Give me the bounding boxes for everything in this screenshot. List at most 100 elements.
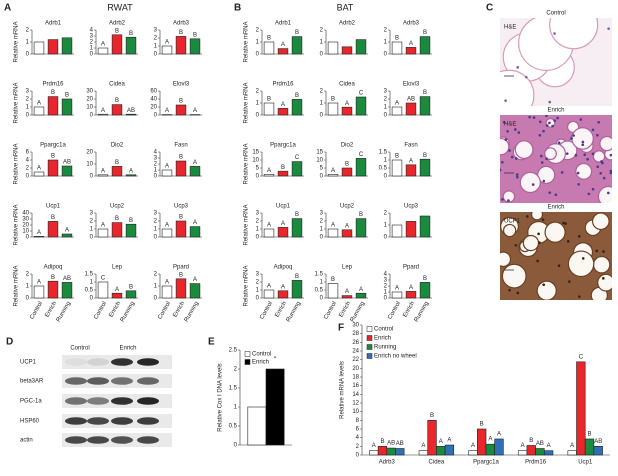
bar bbox=[391, 41, 403, 55]
band-label: beta3AR bbox=[20, 379, 44, 385]
y-tick-label: 0 bbox=[154, 52, 158, 58]
y-tick-label: 1 bbox=[320, 227, 324, 233]
significance-letter: A bbox=[193, 108, 197, 114]
nucleus bbox=[602, 176, 606, 180]
x-tick-label: Cidea bbox=[429, 460, 445, 466]
y-tick-label: 2 bbox=[26, 28, 30, 34]
y-axis-label: Relative mRNA bbox=[244, 143, 250, 184]
significance-letter: B bbox=[295, 274, 299, 280]
bar bbox=[265, 368, 285, 446]
nucleus bbox=[557, 264, 561, 267]
bar bbox=[341, 46, 353, 55]
y-tick-label: 1 bbox=[154, 44, 158, 50]
y-tick-label: 2 bbox=[26, 166, 30, 172]
band bbox=[65, 436, 87, 444]
significance-letter: B bbox=[423, 276, 427, 282]
y-tick-label: 0 bbox=[256, 52, 260, 58]
y-tick-label: 1 bbox=[256, 40, 260, 46]
bar bbox=[47, 221, 59, 238]
significance-letter: B bbox=[430, 413, 434, 419]
band bbox=[87, 377, 109, 385]
band bbox=[87, 358, 109, 366]
nucleus bbox=[501, 160, 504, 164]
y-axis-label: Relative mRNA levels bbox=[340, 361, 346, 419]
band bbox=[87, 436, 109, 444]
nucleus bbox=[602, 277, 605, 280]
bar bbox=[355, 158, 367, 177]
y-tick-label: 2 bbox=[90, 219, 94, 225]
significance-letter: A bbox=[409, 158, 413, 164]
significance-letter: C bbox=[359, 91, 364, 97]
nucleus bbox=[565, 152, 569, 155]
significance-letter: A bbox=[409, 285, 413, 291]
image-title: Control bbox=[546, 11, 565, 17]
significance-letter: C bbox=[359, 152, 364, 158]
bar bbox=[97, 281, 109, 299]
x-tick-label: Enrich bbox=[402, 301, 416, 319]
nucleus bbox=[536, 259, 539, 263]
nucleus bbox=[545, 124, 549, 127]
nucleus bbox=[542, 179, 546, 183]
nucleus bbox=[607, 191, 610, 195]
significance-letter: B bbox=[395, 154, 399, 160]
legend-swatch bbox=[366, 326, 373, 332]
adipocyte bbox=[500, 251, 512, 268]
x-tick-label: Enrich bbox=[172, 301, 186, 319]
nucleus bbox=[591, 152, 595, 156]
adipocyte bbox=[501, 263, 527, 289]
y-tick-label: 2 bbox=[384, 28, 388, 34]
adipocyte bbox=[567, 250, 595, 278]
x-tick-label: Running bbox=[286, 301, 302, 323]
significance-letter: B bbox=[359, 212, 363, 218]
nucleus bbox=[591, 128, 595, 132]
y-tick-label: 4 bbox=[384, 272, 388, 278]
nucleus bbox=[601, 161, 604, 165]
significance-letter: AB bbox=[63, 276, 71, 282]
significance-letter: A bbox=[345, 101, 349, 107]
nucleus bbox=[602, 250, 605, 253]
nucleus bbox=[591, 187, 595, 191]
bar bbox=[535, 448, 545, 456]
band bbox=[65, 377, 87, 385]
significance-letter: A bbox=[521, 443, 525, 449]
nucleus bbox=[570, 137, 573, 140]
band-label: PGC-1a bbox=[20, 399, 42, 405]
significance-letter: C bbox=[579, 354, 584, 360]
significance-letter: B bbox=[51, 90, 55, 96]
significance-letter: B bbox=[281, 165, 285, 171]
significance-letter: AB bbox=[536, 441, 544, 447]
significance-letter: B bbox=[423, 90, 427, 96]
nucleus bbox=[508, 288, 511, 292]
significance-letter: B bbox=[115, 216, 119, 222]
significance-letter: A bbox=[471, 443, 475, 449]
nucleus bbox=[587, 192, 591, 196]
y-tick-label: 0.5 bbox=[229, 424, 238, 430]
y-tick-label: 10 bbox=[22, 229, 29, 235]
significance-letter: B bbox=[267, 36, 271, 42]
bar bbox=[341, 106, 353, 116]
significance-letter: A bbox=[267, 223, 271, 229]
bar bbox=[494, 438, 504, 456]
chart-title: Ucp2 bbox=[340, 204, 355, 210]
bar bbox=[277, 290, 289, 299]
significance-letter: C bbox=[101, 276, 106, 282]
y-tick-label: 60 bbox=[150, 89, 157, 95]
significance-letter: B bbox=[179, 272, 183, 278]
nucleus bbox=[542, 129, 545, 133]
y-tick-label: 1 bbox=[384, 158, 388, 164]
y-axis-label: Relative mRNA bbox=[244, 82, 250, 123]
adipocyte bbox=[591, 212, 610, 231]
bar bbox=[593, 446, 603, 456]
y-tick-label: 2 bbox=[154, 162, 158, 168]
nucleus bbox=[504, 99, 507, 102]
nucleus bbox=[548, 191, 552, 194]
y-tick-label: 3 bbox=[384, 278, 388, 284]
y-tick-label: 0 bbox=[26, 52, 30, 58]
panel-label: E bbox=[208, 337, 215, 348]
bar bbox=[33, 285, 45, 299]
y-tick-label: 1 bbox=[26, 105, 30, 111]
y-tick-label: 0 bbox=[90, 296, 94, 302]
significance-letter: A bbox=[281, 221, 285, 227]
significance-letter: A bbox=[570, 443, 574, 449]
